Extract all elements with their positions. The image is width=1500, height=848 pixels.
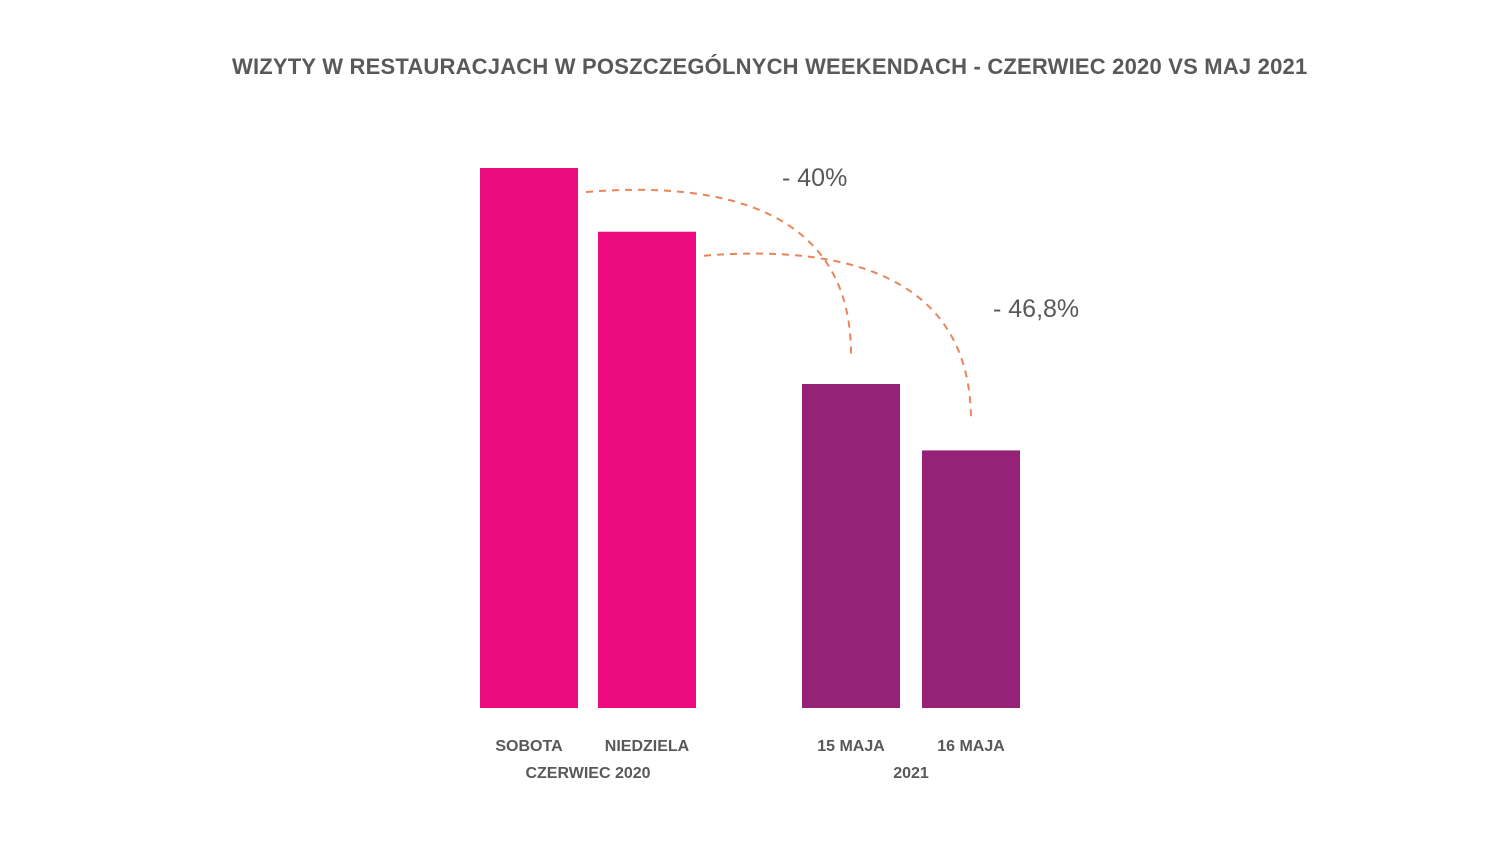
bar-sobota — [480, 168, 578, 708]
change-label: - 40% — [782, 164, 847, 192]
change-connector — [703, 252, 972, 421]
category-label: 16 MAJA — [937, 738, 1005, 755]
bar-15-maja — [802, 384, 900, 708]
group-label: CZERWIEC 2020 — [525, 765, 650, 782]
bar-niedziela — [598, 231, 696, 708]
axis-labels: SOBOTA NIEDZIELA 15 MAJA 16 MAJA CZERWIEC 20… — [495, 738, 1005, 782]
category-label: NIEDZIELA — [605, 738, 690, 755]
change-connector — [585, 188, 852, 355]
bar-16-maja — [922, 450, 1020, 708]
change-label: - 46,8% — [993, 295, 1079, 323]
category-label: SOBOTA — [495, 738, 563, 755]
group-label: 2021 — [893, 765, 929, 782]
bars — [480, 168, 1020, 708]
change-connectors: - 40% - 46,8% — [585, 164, 1079, 421]
chart-title: WIZYTY W RESTAURACJACH W POSZCZEGÓLNYCH … — [232, 54, 1307, 79]
category-label: 15 MAJA — [817, 738, 885, 755]
